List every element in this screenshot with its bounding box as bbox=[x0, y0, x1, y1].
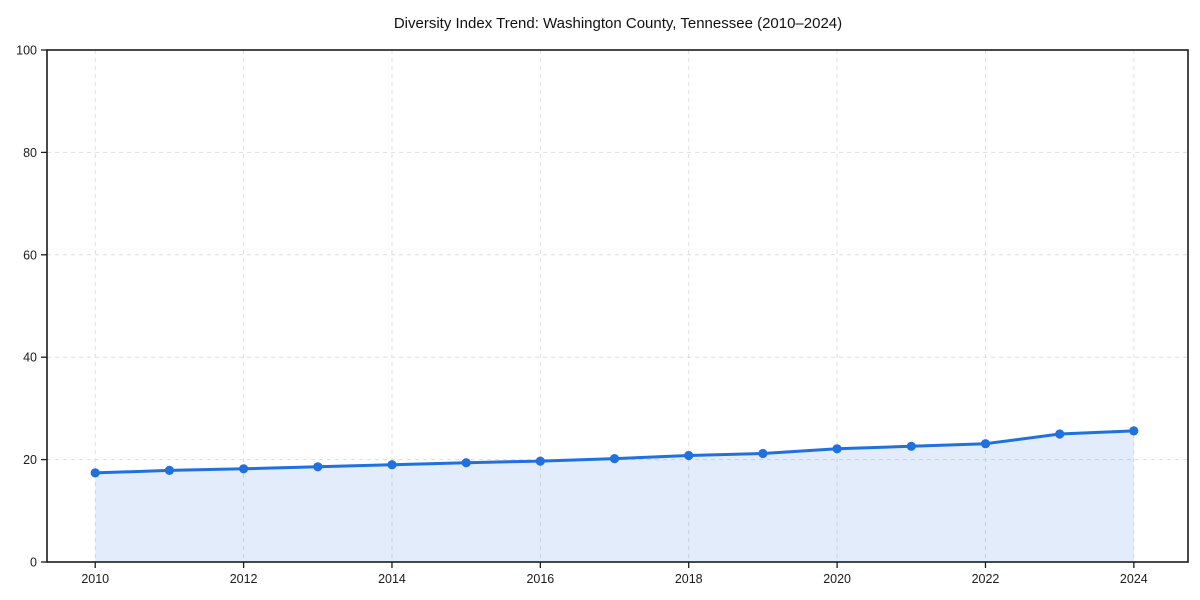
x-tick-label: 2022 bbox=[972, 572, 1000, 586]
data-point-2015 bbox=[461, 458, 471, 468]
y-tick-label: 100 bbox=[16, 44, 37, 58]
data-point-2024 bbox=[1129, 426, 1139, 436]
y-tick-label: 80 bbox=[23, 146, 37, 160]
area-fill bbox=[95, 430, 1134, 562]
data-point-2023 bbox=[1055, 429, 1065, 439]
x-tick-label: 2024 bbox=[1120, 572, 1148, 586]
data-point-2014 bbox=[387, 460, 397, 470]
data-point-2010 bbox=[90, 468, 100, 478]
y-tick-label: 60 bbox=[23, 248, 37, 262]
y-tick-label: 20 bbox=[23, 453, 37, 467]
data-point-2012 bbox=[239, 464, 249, 474]
data-point-2013 bbox=[313, 462, 323, 472]
x-tick-label: 2012 bbox=[230, 572, 258, 586]
x-tick-label: 2020 bbox=[823, 572, 851, 586]
y-tick-label: 0 bbox=[30, 556, 37, 570]
x-tick-label: 2010 bbox=[81, 572, 109, 586]
x-tick-label: 2018 bbox=[675, 572, 703, 586]
chart-title: Diversity Index Trend: Washington County… bbox=[394, 15, 842, 32]
plot-border bbox=[46, 49, 1189, 563]
x-tick-label: 2016 bbox=[526, 572, 554, 586]
data-point-2017 bbox=[609, 454, 620, 464]
data-point-2021 bbox=[906, 441, 916, 451]
x-tick-label: 2014 bbox=[378, 572, 406, 586]
data-point-2011 bbox=[164, 465, 174, 475]
data-point-2022 bbox=[980, 439, 991, 449]
data-point-2020 bbox=[832, 444, 842, 454]
data-point-2019 bbox=[758, 448, 768, 459]
data-point-2016 bbox=[535, 456, 545, 466]
data-point-2018 bbox=[684, 450, 694, 461]
y-tick-label: 40 bbox=[23, 351, 37, 365]
